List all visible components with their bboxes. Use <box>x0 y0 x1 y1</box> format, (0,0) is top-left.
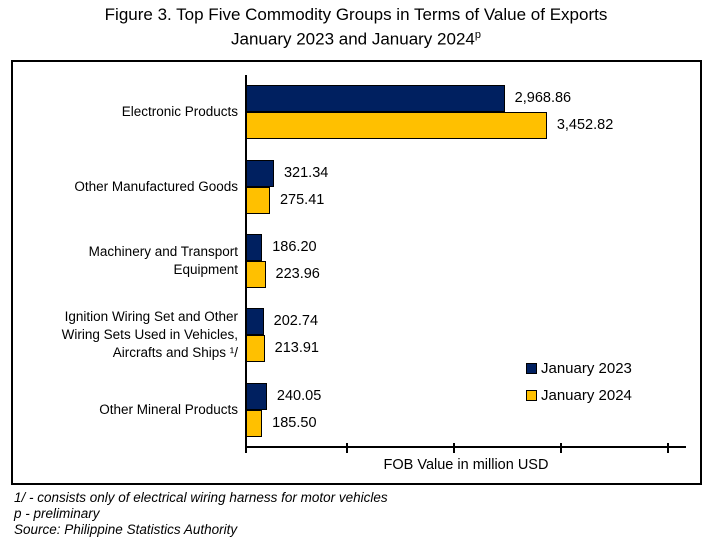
chart-title-line2: January 2023 and January 2024p <box>0 25 712 50</box>
value-label-january-2023-ignition-wiring-set-and-other: 202.74 <box>273 313 319 330</box>
bar-january-2024-electronic-products <box>246 112 547 140</box>
value-label-january-2024-electronic-products: 3,452.82 <box>556 117 614 134</box>
preliminary-superscript: p <box>474 29 481 41</box>
value-label-january-2023-machinery-and-transport: 186.20 <box>272 239 317 255</box>
value-label-january-2024-ignition-wiring-set-and-other: 213.91 <box>274 340 319 357</box>
value-label-january-2023-other-manufactured-goods: 321.34 <box>283 164 329 181</box>
bar-january-2024-other-mineral-products <box>246 409 263 437</box>
x-axis-title: FOB Value in million USD <box>383 457 549 473</box>
chart-title: Figure 3. Top Five Commodity Groups in T… <box>0 4 712 50</box>
value-axis-tick-0 <box>245 443 247 453</box>
bar-january-2023-machinery-and-transport <box>246 234 263 261</box>
category-label-other-manufactured-goods: Other Manufactured Goods <box>74 178 238 194</box>
bar-january-2023-other-manufactured-goods <box>246 159 274 187</box>
bar-january-2024-ignition-wiring-set-and-other <box>246 335 265 363</box>
value-axis-tick-3 <box>560 443 563 453</box>
footnote-3: Source: Philippine Statistics Authority <box>14 522 238 537</box>
value-label-january-2024-other-mineral-products: 185.50 <box>272 414 317 431</box>
legend-item-january-2023: January 2023 <box>526 359 632 377</box>
category-label-ignition-wiring-set-and-other: Ignition Wiring Set and Other Wiring Sets… <box>61 309 238 361</box>
value-label-january-2023-electronic-products: 2,968.86 <box>514 90 572 107</box>
value-axis-tick-4 <box>666 443 669 453</box>
value-label-january-2023-other-mineral-products: 240.05 <box>276 387 322 404</box>
value-label-january-2024-other-manufactured-goods: 275.41 <box>279 191 325 208</box>
bar-january-2023-electronic-products <box>246 85 505 113</box>
footnote-1: 1/ - consists only of electrical wiring … <box>14 490 388 505</box>
legend-item-january-2024: January 2024 <box>526 386 632 404</box>
legend: January 2023 January 2024 <box>526 359 632 413</box>
value-label-january-2024-machinery-and-transport: 223.96 <box>275 266 320 282</box>
value-axis-tick-2 <box>453 443 456 453</box>
value-axis-line <box>245 446 686 448</box>
chart-title-line1: Figure 3. Top Five Commodity Groups in T… <box>104 5 608 24</box>
category-label-machinery-and-transport: Machinery and Transport Equipment <box>88 244 238 277</box>
category-label-other-mineral-products: Other Mineral Products <box>99 401 238 417</box>
bar-january-2023-ignition-wiring-set-and-other <box>246 308 264 336</box>
footnote-2: p - preliminary <box>14 506 100 521</box>
legend-label-january-2023: January 2023 <box>541 359 632 377</box>
footnotes: 1/ - consists only of electrical wiring … <box>14 490 388 538</box>
bar-january-2024-other-manufactured-goods <box>246 186 270 214</box>
legend-label-january-2024: January 2024 <box>541 386 632 404</box>
legend-swatch-january-2023 <box>526 362 537 374</box>
value-axis-tick-1 <box>346 443 349 453</box>
legend-swatch-january-2024 <box>526 389 537 401</box>
category-label-electronic-products: Electronic Products <box>121 104 238 120</box>
chart-title-line2-text: January 2023 and January 2024 <box>231 29 475 49</box>
bar-january-2024-machinery-and-transport <box>246 261 266 288</box>
bar-january-2023-other-mineral-products <box>246 382 267 410</box>
